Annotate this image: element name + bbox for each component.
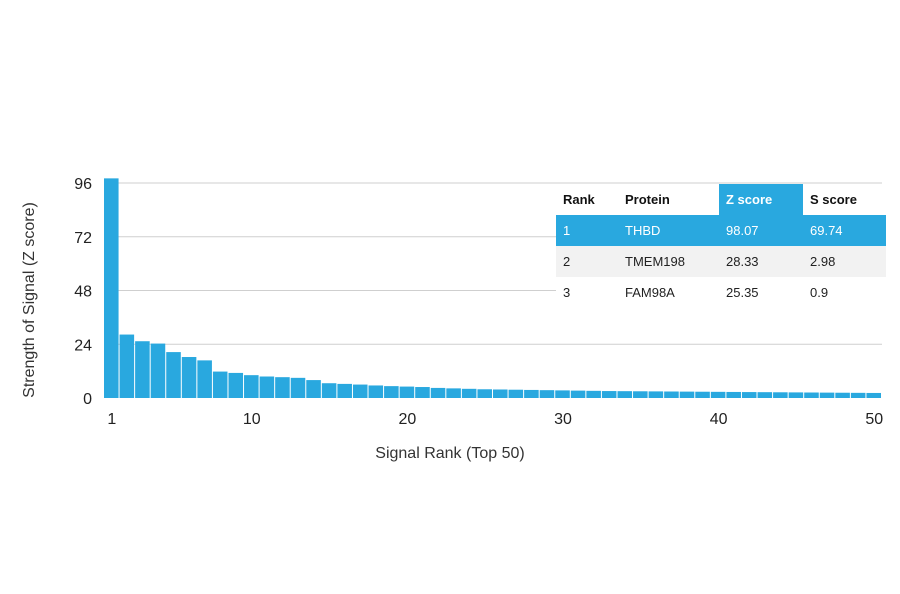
bar (524, 389, 539, 398)
bar (586, 390, 601, 398)
bar (508, 389, 524, 398)
bar (430, 387, 446, 398)
bars (104, 178, 881, 398)
bar (181, 357, 197, 398)
bar (679, 391, 695, 398)
bar (773, 392, 788, 398)
bar (804, 392, 819, 398)
bar (212, 371, 228, 398)
y-axis-ticks: 0 24 48 72 96 (74, 176, 92, 408)
bar (119, 334, 135, 398)
header-z-score: Z score (719, 184, 803, 215)
header-protein: Protein (625, 192, 670, 207)
x-tick-label: 1 (107, 411, 116, 428)
table-header-row: Rank Protein Z score S score (556, 184, 886, 215)
bar (477, 389, 492, 398)
bar (368, 385, 384, 398)
table-row: 1 THBD 98.07 69.74 (556, 215, 886, 246)
bar (228, 372, 244, 398)
bar (337, 383, 352, 398)
bar (244, 375, 259, 398)
x-axis-ticks: 1 10 20 30 40 50 (107, 411, 883, 428)
cell-z-score: 28.33 (719, 246, 803, 277)
bar (601, 391, 617, 398)
top-signals-table: Rank Protein Z score S score 1 THBD 98.0… (556, 184, 886, 308)
bar (570, 390, 586, 398)
x-tick-label: 50 (865, 411, 883, 428)
header-rank: Rank (563, 192, 595, 207)
bar (741, 392, 757, 398)
x-axis-title: Signal Rank (Top 50) (375, 445, 524, 462)
y-tick-label: 96 (74, 176, 92, 193)
bar (710, 391, 726, 398)
bar (384, 386, 399, 398)
bar (819, 392, 835, 398)
cell-s-score: 0.9 (810, 285, 829, 300)
bar (166, 352, 181, 398)
cell-rank: 2 (556, 246, 618, 277)
bar (539, 390, 555, 398)
y-tick-label: 0 (83, 391, 92, 408)
bar (104, 178, 119, 398)
y-tick-label: 48 (74, 284, 92, 301)
y-tick-label: 72 (74, 230, 92, 247)
bar (135, 341, 150, 398)
bar (726, 391, 741, 398)
bar (493, 389, 508, 398)
cell-s-score: 69.74 (803, 215, 886, 246)
x-tick-label: 30 (554, 411, 572, 428)
cell-z-score: 25.35 (726, 285, 759, 300)
bar (555, 390, 570, 398)
bar (259, 376, 275, 398)
table-row: 3 FAM98A 25.35 0.9 (556, 277, 886, 308)
cell-protein: FAM98A (625, 285, 675, 300)
bar (757, 392, 773, 398)
cell-rank: 1 (556, 215, 618, 246)
bar (275, 377, 290, 398)
x-tick-label: 10 (243, 411, 261, 428)
bar (617, 391, 633, 398)
cell-protein: THBD (618, 215, 719, 246)
bar (461, 388, 477, 398)
bar (446, 388, 461, 398)
bar (197, 360, 212, 398)
bar (399, 386, 415, 398)
bar (695, 391, 710, 398)
x-tick-label: 20 (399, 411, 417, 428)
header-s-score: S score (810, 192, 857, 207)
y-axis-title: Strength of Signal (Z score) (21, 202, 38, 398)
bar (788, 392, 804, 398)
bar (664, 391, 679, 398)
bar (835, 392, 850, 398)
cell-rank: 3 (563, 285, 571, 300)
bar (150, 343, 166, 398)
cell-protein: TMEM198 (618, 246, 719, 277)
bar (866, 392, 881, 398)
bar (648, 391, 664, 398)
bar (306, 380, 321, 398)
bar (352, 384, 368, 398)
bar (321, 383, 337, 398)
cell-s-score: 2.98 (803, 246, 886, 277)
x-tick-label: 40 (710, 411, 728, 428)
cell-z-score: 98.07 (719, 215, 803, 246)
bar (415, 387, 430, 398)
bar (633, 391, 648, 398)
bar (290, 377, 306, 398)
table-row: 2 TMEM198 28.33 2.98 (556, 246, 886, 277)
y-tick-label: 24 (74, 337, 92, 354)
bar (850, 392, 866, 398)
